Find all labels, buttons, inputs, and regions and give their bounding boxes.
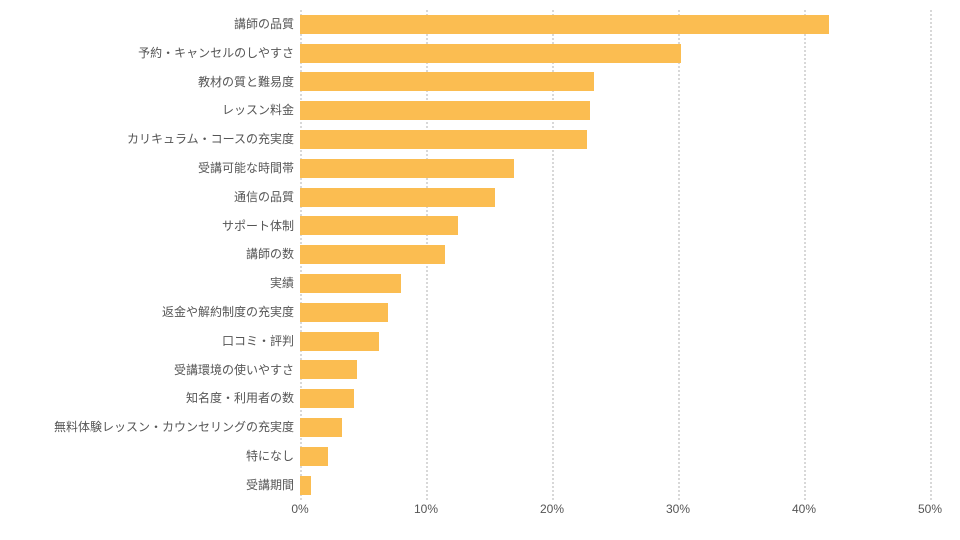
category-label: 通信の品質: [4, 183, 294, 212]
bar-row: [300, 10, 930, 39]
bar: [300, 389, 354, 408]
bar: [300, 447, 328, 466]
bar-row: [300, 183, 930, 212]
bar: [300, 130, 587, 149]
x-tick-label: 10%: [414, 502, 438, 516]
bar: [300, 216, 458, 235]
bar-row: [300, 125, 930, 154]
bar: [300, 418, 342, 437]
bar-row: [300, 240, 930, 269]
x-tick-label: 40%: [792, 502, 816, 516]
category-label: 口コミ・評判: [4, 327, 294, 356]
category-label: 返金や解約制度の充実度: [4, 298, 294, 327]
bar-row: [300, 154, 930, 183]
category-label: カリキュラム・コースの充実度: [4, 125, 294, 154]
bar: [300, 159, 514, 178]
bar-row: [300, 212, 930, 241]
bar: [300, 303, 388, 322]
bars-layer: [300, 10, 930, 500]
category-label: レッスン料金: [4, 96, 294, 125]
bar-row: [300, 39, 930, 68]
category-label: 講師の数: [4, 240, 294, 269]
category-label: 無料体験レッスン・カウンセリングの充実度: [4, 413, 294, 442]
bar-row: [300, 96, 930, 125]
x-tick-label: 0%: [291, 502, 308, 516]
category-label: 予約・キャンセルのしやすさ: [4, 39, 294, 68]
x-tick-label: 30%: [666, 502, 690, 516]
bar-row: [300, 471, 930, 500]
bar: [300, 188, 495, 207]
x-tick-label: 20%: [540, 502, 564, 516]
category-label: 特になし: [4, 442, 294, 471]
category-label: 受講期間: [4, 471, 294, 500]
bar-row: [300, 68, 930, 97]
bar: [300, 274, 401, 293]
bar: [300, 15, 829, 34]
bar: [300, 44, 681, 63]
bar-row: [300, 298, 930, 327]
category-label: 教材の質と難易度: [4, 68, 294, 97]
gridline: [930, 10, 932, 500]
bar: [300, 360, 357, 379]
bar: [300, 476, 311, 495]
bar-row: [300, 384, 930, 413]
x-tick-label: 50%: [918, 502, 942, 516]
chart-container: 講師の品質予約・キャンセルのしやすさ教材の質と難易度レッスン料金カリキュラム・コ…: [0, 0, 960, 540]
bar-row: [300, 327, 930, 356]
bar: [300, 101, 590, 120]
category-label: 実績: [4, 269, 294, 298]
bar-row: [300, 269, 930, 298]
bar-row: [300, 413, 930, 442]
category-label: 受講環境の使いやすさ: [4, 356, 294, 385]
category-label: サポート体制: [4, 212, 294, 241]
bar-row: [300, 442, 930, 471]
category-label: 受講可能な時間帯: [4, 154, 294, 183]
x-axis: 0%10%20%30%40%50%: [300, 502, 930, 532]
bar: [300, 245, 445, 264]
bar-row: [300, 356, 930, 385]
bar: [300, 72, 594, 91]
category-label: 知名度・利用者の数: [4, 384, 294, 413]
bar: [300, 332, 379, 351]
category-label: 講師の品質: [4, 10, 294, 39]
